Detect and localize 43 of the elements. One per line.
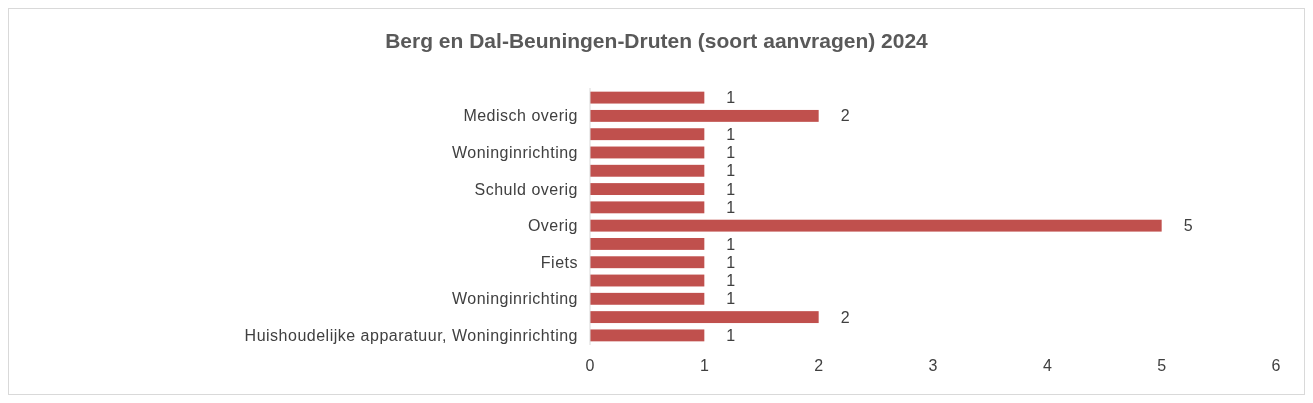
bar [590,237,705,250]
x-tick-label: 2 [814,357,824,374]
y-tick-label: Medisch overig [463,107,578,125]
data-label: 1 [726,198,736,216]
y-tick-label: Fiets [540,253,578,271]
bar [590,109,819,122]
x-tick-label: 3 [928,357,938,374]
data-label: 1 [726,327,736,344]
chart-title: Berg en Dal-Beuningen-Druten (soort aanvragen) 2024 [385,29,929,52]
data-label: 5 [1183,217,1193,235]
data-label: 1 [726,235,736,253]
bar [590,274,705,287]
data-label: 2 [840,107,850,125]
bar [590,128,705,141]
y-tick-label: Huishoudelijke apparatuur, Woninginrichting [244,327,578,344]
data-label: 1 [726,144,736,162]
bar [590,329,705,342]
data-label: 1 [726,180,736,198]
y-tick-label: Woninginrichting [452,290,578,308]
bar [590,201,705,214]
data-label: 1 [726,89,736,107]
bar [590,311,819,324]
y-tick-label: Overig [527,217,578,235]
data-label: 1 [726,272,736,290]
bar [590,219,1162,232]
x-tick-label: 0 [585,357,595,374]
x-tick-label: 5 [1157,357,1167,374]
bar [590,183,705,196]
bar [590,292,705,305]
y-tick-label: Schuld overig [474,180,578,198]
data-label: 1 [726,290,736,308]
data-label: 1 [726,253,736,271]
y-tick-label: Woninginrichting [452,144,578,162]
data-label: 1 [726,125,736,143]
bar [590,256,705,269]
data-label: 2 [840,308,850,326]
data-label: 1 [726,162,736,180]
bar [590,164,705,177]
x-tick-label: 6 [1271,357,1281,374]
bar [590,146,705,159]
x-tick-label: 1 [699,357,709,374]
bar [590,91,705,104]
x-tick-label: 4 [1042,357,1052,374]
